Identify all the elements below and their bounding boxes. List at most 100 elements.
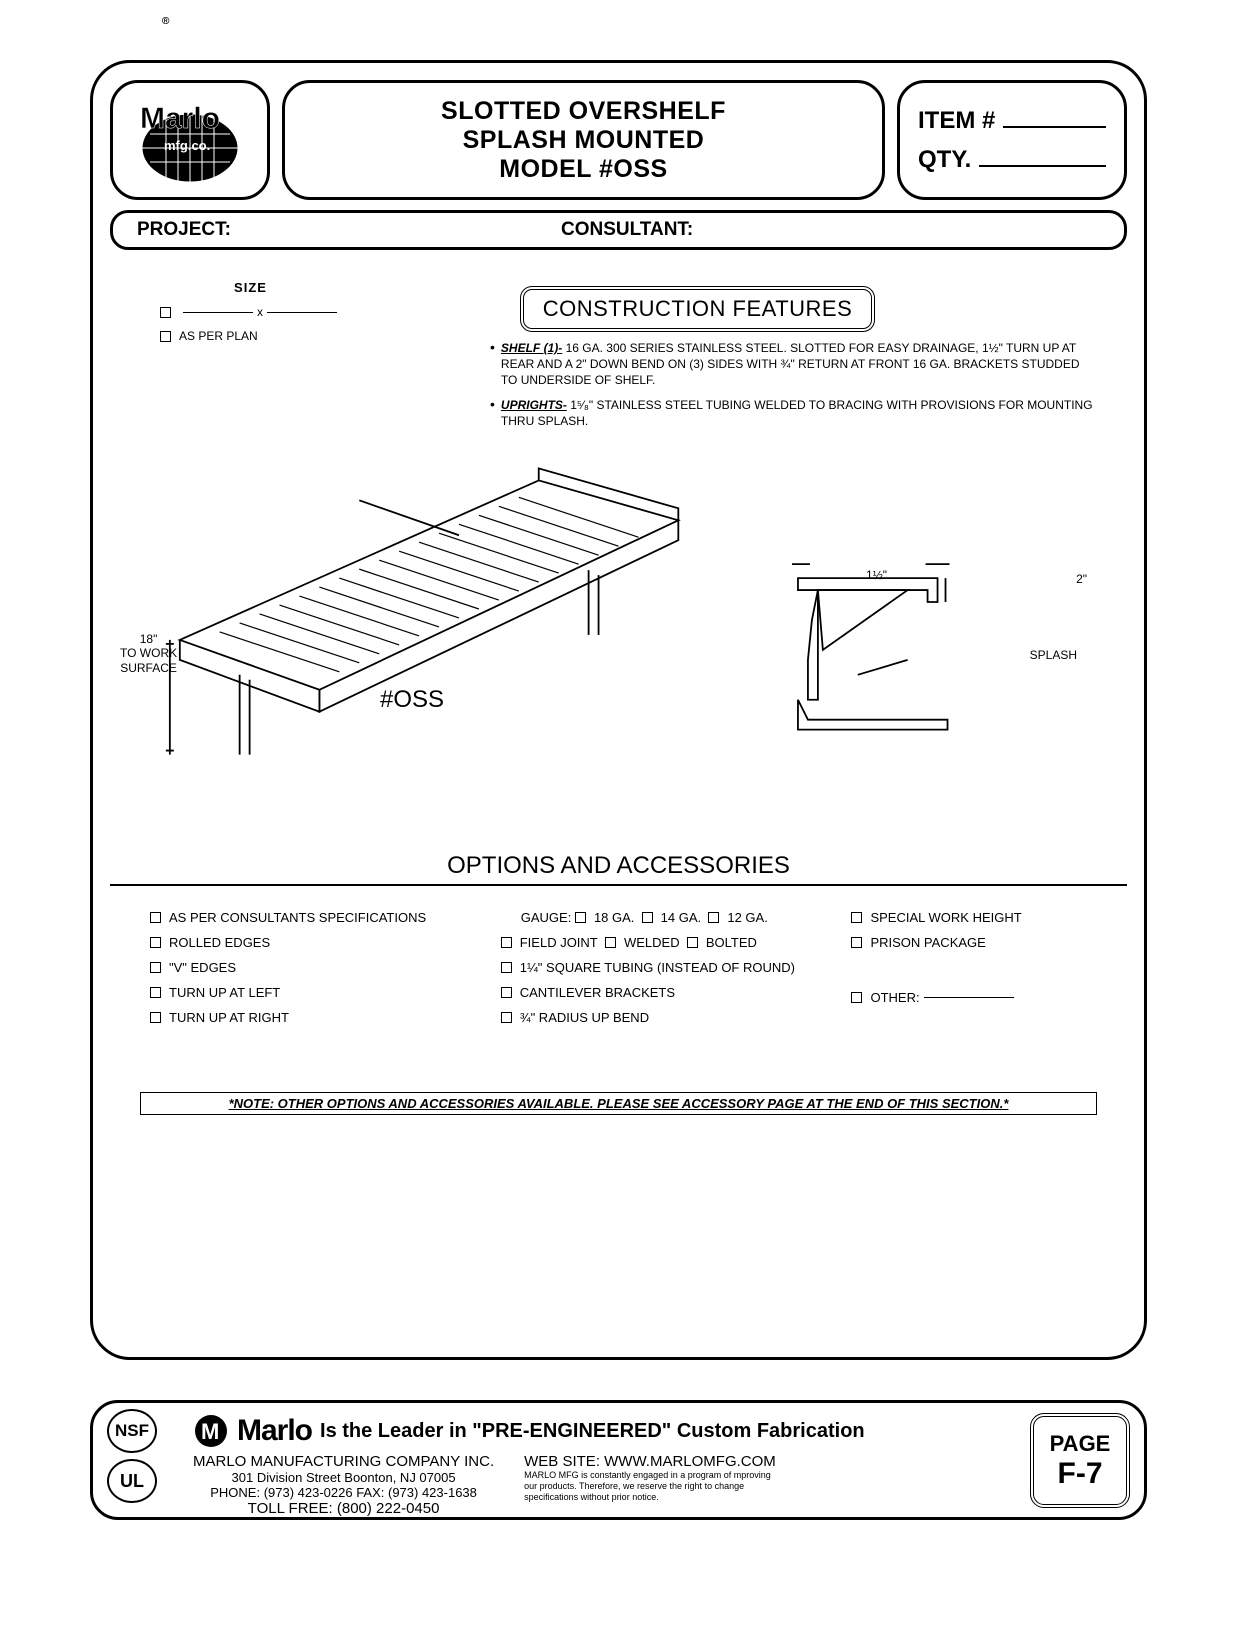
svg-text:M: M bbox=[201, 1419, 219, 1444]
footer-addr-col: MARLO MANUFACTURING COMPANY INC. 301 Div… bbox=[193, 1453, 494, 1517]
feature-uprights: • UPRIGHTS- 1⁵⁄₈" STAINLESS STEEL TUBING… bbox=[490, 397, 1097, 429]
page-box: PAGE F-7 bbox=[1030, 1413, 1130, 1508]
footer-tagline: M Marlo Is the Leader in "PRE-ENGINEERED… bbox=[193, 1413, 1124, 1449]
footer-web-col: WEB SITE: WWW.MARLOMFG.COM MARLO MFG is … bbox=[524, 1453, 784, 1517]
opt-label: SPECIAL WORK HEIGHT bbox=[870, 910, 1021, 925]
marlo-m-icon: M bbox=[193, 1413, 229, 1449]
opt-label: BOLTED bbox=[706, 935, 757, 950]
opt-label: CANTILEVER BRACKETS bbox=[520, 985, 675, 1000]
size-block: SIZE x AS PER PLAN bbox=[160, 280, 341, 353]
marlo-logo-icon: Marlo mfg.co. bbox=[120, 90, 260, 190]
footer-disclaimer: MARLO MFG is constantly engaged in a pro… bbox=[524, 1470, 784, 1502]
as-per-plan-label: AS PER PLAN bbox=[179, 329, 258, 343]
title-line-3: MODEL #OSS bbox=[499, 155, 667, 184]
opt-label: TURN UP AT LEFT bbox=[169, 985, 280, 1000]
checkbox[interactable] bbox=[150, 1012, 161, 1023]
bullet-icon: • bbox=[490, 340, 495, 389]
qty-blank[interactable] bbox=[979, 165, 1106, 167]
opt-other-label: OTHER: bbox=[870, 990, 919, 1005]
checkbox[interactable] bbox=[501, 937, 512, 948]
project-label: PROJECT: bbox=[137, 219, 231, 241]
bullet-icon: • bbox=[490, 397, 495, 429]
shelf-label: SHELF (1)- bbox=[501, 341, 562, 355]
size-header: SIZE bbox=[160, 280, 341, 295]
footer-web: WEB SITE: WWW.MARLOMFG.COM bbox=[524, 1453, 784, 1470]
checkbox[interactable] bbox=[851, 992, 862, 1003]
options-header: OPTIONS AND ACCESSORIES bbox=[110, 852, 1127, 886]
opt-label: AS PER CONSULTANTS SPECIFICATIONS bbox=[169, 910, 426, 925]
logo-box: Marlo mfg.co. bbox=[110, 80, 270, 200]
footer-tagline-text: Is the Leader in "PRE-ENGINEERED" Custom… bbox=[320, 1420, 865, 1443]
options-col-2: GAUGE: 18 GA. 14 GA. 12 GA. FIELD JOINT … bbox=[501, 900, 852, 1035]
project-row: PROJECT: CONSULTANT: bbox=[110, 210, 1127, 250]
svg-text:Marlo: Marlo bbox=[140, 102, 220, 135]
checkbox[interactable] bbox=[501, 962, 512, 973]
footer-company: MARLO MANUFACTURING COMPANY INC. bbox=[193, 1453, 494, 1470]
qty-label: QTY. bbox=[918, 146, 971, 174]
features-title: CONSTRUCTION FEATURES bbox=[543, 296, 853, 321]
reg-mark-icon: ® bbox=[162, 16, 169, 1514]
header-row: Marlo mfg.co. SLOTTED OVERSHELF SPLASH M… bbox=[110, 80, 1127, 200]
spec-sheet: Marlo mfg.co. SLOTTED OVERSHELF SPLASH M… bbox=[20, 20, 1217, 1620]
item-blank[interactable] bbox=[1003, 126, 1106, 128]
title-line-2: SPLASH MOUNTED bbox=[463, 126, 705, 155]
checkbox[interactable] bbox=[150, 987, 161, 998]
checkbox[interactable] bbox=[501, 1012, 512, 1023]
nsf-badge-icon: NSF bbox=[107, 1409, 157, 1453]
gauge-prefix: GAUGE: bbox=[521, 910, 572, 925]
opt-label: ¾" RADIUS UP BEND bbox=[520, 1010, 649, 1025]
size-plan-line: AS PER PLAN bbox=[160, 329, 341, 343]
checkbox[interactable] bbox=[642, 912, 653, 923]
side-dim-left: 1½" bbox=[866, 568, 887, 582]
other-blank[interactable] bbox=[924, 997, 1014, 998]
title-line-1: SLOTTED OVERSHELF bbox=[441, 97, 726, 126]
ul-badge-icon: UL bbox=[107, 1459, 157, 1503]
checkbox[interactable] bbox=[150, 912, 161, 923]
opt-label: "V" EDGES bbox=[169, 960, 236, 975]
features-title-box: CONSTRUCTION FEATURES bbox=[520, 286, 875, 332]
opt-label: ROLLED EDGES bbox=[169, 935, 270, 950]
size-dim-line: x bbox=[160, 305, 341, 319]
page-label: PAGE bbox=[1034, 1431, 1126, 1457]
opt-label: 14 GA. bbox=[661, 910, 701, 925]
uprights-label: UPRIGHTS- bbox=[501, 398, 567, 412]
consultant-label: CONSULTANT: bbox=[561, 219, 693, 241]
qty-line: QTY. bbox=[918, 146, 1106, 174]
title-box: SLOTTED OVERSHELF SPLASH MOUNTED MODEL #… bbox=[282, 80, 885, 200]
page-num: F-7 bbox=[1034, 1457, 1126, 1491]
note-text: *NOTE: OTHER OPTIONS AND ACCESSORIES AVA… bbox=[229, 1096, 1009, 1111]
checkbox[interactable] bbox=[851, 937, 862, 948]
side-dim-right: 2" bbox=[1076, 572, 1087, 586]
shelf-diagram-icon bbox=[120, 440, 1117, 780]
size-x: x bbox=[257, 305, 263, 319]
opt-label: 18 GA. bbox=[594, 910, 634, 925]
checkbox[interactable] bbox=[575, 912, 586, 923]
opt-label: TURN UP AT RIGHT bbox=[169, 1010, 289, 1025]
item-line: ITEM # bbox=[918, 107, 1106, 135]
checkbox[interactable] bbox=[150, 962, 161, 973]
footer-addr: 301 Division Street Boonton, NJ 07005 bbox=[193, 1470, 494, 1485]
splash-label: SPLASH bbox=[1030, 648, 1077, 662]
checkbox[interactable] bbox=[708, 912, 719, 923]
feature-shelf: • SHELF (1)- 16 GA. 300 SERIES STAINLESS… bbox=[490, 340, 1097, 389]
footer-brand: Marlo bbox=[237, 1414, 312, 1448]
opt-label: 1¼" SQUARE TUBING (INSTEAD OF ROUND) bbox=[520, 960, 795, 975]
footer-tollfree: TOLL FREE: (800) 222-0450 bbox=[193, 1500, 494, 1517]
model-label: #OSS bbox=[380, 686, 444, 714]
features-text: • SHELF (1)- 16 GA. 300 SERIES STAINLESS… bbox=[490, 340, 1097, 437]
diagram-area bbox=[120, 440, 1117, 780]
checkbox[interactable] bbox=[687, 937, 698, 948]
opt-label: WELDED bbox=[624, 935, 680, 950]
footer-cols: MARLO MANUFACTURING COMPANY INC. 301 Div… bbox=[193, 1453, 1124, 1517]
checkbox[interactable] bbox=[501, 987, 512, 998]
size-w-blank[interactable] bbox=[183, 312, 253, 313]
size-h-blank[interactable] bbox=[267, 312, 337, 313]
checkbox[interactable] bbox=[150, 937, 161, 948]
checkbox[interactable] bbox=[605, 937, 616, 948]
item-qty-box: ITEM # QTY. bbox=[897, 80, 1127, 200]
note-box: *NOTE: OTHER OPTIONS AND ACCESSORIES AVA… bbox=[140, 1092, 1097, 1115]
options-col-1: AS PER CONSULTANTS SPECIFICATIONS ROLLED… bbox=[150, 900, 501, 1035]
opt-label: FIELD JOINT bbox=[520, 935, 598, 950]
cert-badges: NSF UL bbox=[107, 1409, 157, 1503]
checkbox[interactable] bbox=[851, 912, 862, 923]
